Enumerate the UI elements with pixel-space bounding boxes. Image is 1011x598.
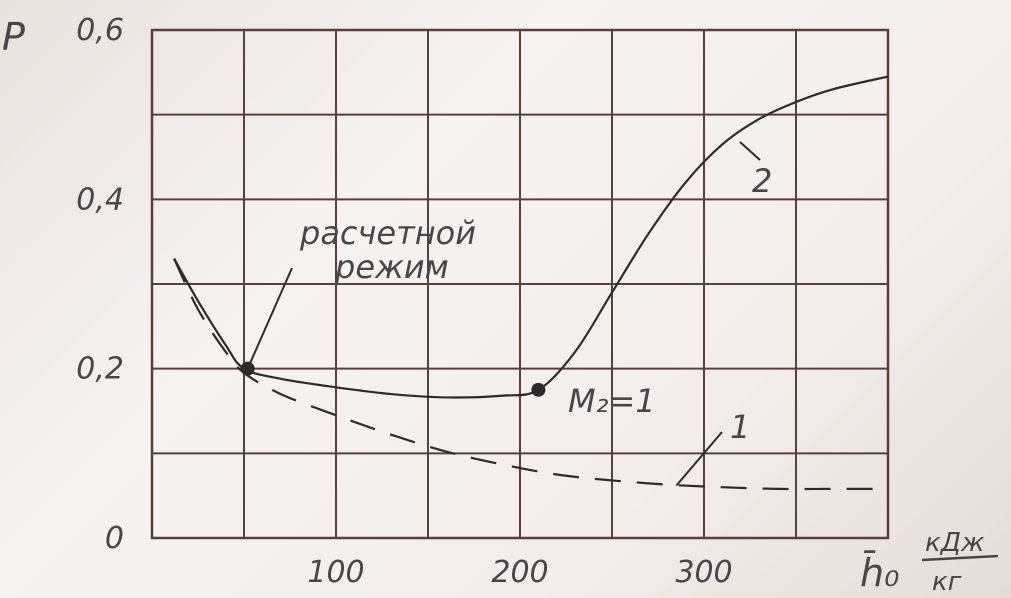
marked-point-2: [531, 382, 546, 397]
y-tick-label: 0,2: [76, 352, 124, 387]
x-tick-label: 200: [491, 555, 548, 590]
y-tick-label: 0,6: [76, 13, 124, 48]
curve-2-leader: [739, 141, 761, 161]
plot-border: [150, 28, 890, 540]
y-axis-label: P: [2, 15, 25, 59]
y-tick-label: 0,4: [76, 182, 124, 217]
series-line-2: [173, 75, 889, 399]
x-tick-label: 100: [307, 555, 364, 590]
y-tick-label: 0: [105, 521, 124, 556]
mach-annotation: M₂=1: [568, 382, 656, 420]
curve-2-label: 2: [752, 162, 772, 200]
curve-1-leader: [675, 431, 723, 487]
x-tick-label: 300: [675, 555, 732, 590]
tick-labels: 100 200 300 0 0,2 0,4 0,6: [76, 13, 732, 590]
x-unit-numerator: кДж: [925, 528, 985, 558]
x-unit-fraction-bar: [921, 554, 999, 562]
series-lines: [173, 75, 889, 491]
x-unit-denominator: кг: [932, 567, 962, 597]
design-mode-label-line1: расчетной: [299, 214, 476, 252]
design-mode-leader: [246, 267, 293, 370]
plot-frame: [150, 28, 890, 540]
x-axis-label: h̄₀: [860, 551, 899, 595]
annotation-leaders: [246, 141, 761, 487]
design-mode-label-line2: режим: [334, 248, 449, 286]
curve-1-label: 1: [730, 408, 750, 446]
series-line-1: [173, 258, 888, 491]
grid-lines: [152, 30, 888, 538]
